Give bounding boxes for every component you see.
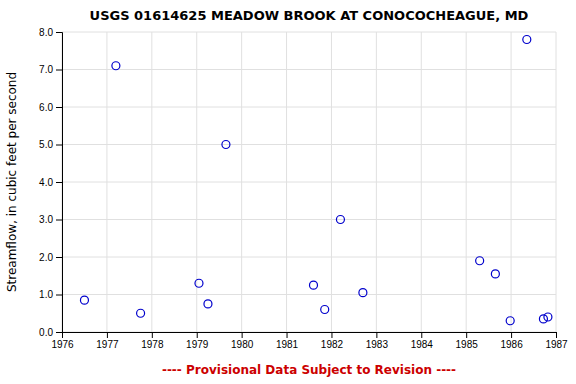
tick: 1979: [186, 332, 209, 350]
tick-mark: [56, 332, 62, 333]
tick-mark: [107, 332, 108, 338]
tick-label: 6.0: [39, 102, 53, 113]
point: [137, 309, 145, 317]
axis-line: [56, 33, 63, 333]
tick: 8.0: [39, 27, 62, 38]
tick-label: 7.0: [39, 64, 53, 75]
tick-mark: [421, 332, 422, 338]
tick-label: 1982: [321, 339, 344, 350]
point: [112, 62, 120, 70]
tick: 1977: [96, 332, 119, 350]
tick-mark: [466, 332, 467, 338]
axis-line: [63, 333, 557, 339]
point: [523, 36, 531, 44]
tick: 7.0: [39, 64, 62, 75]
chart: 1976 1977 1978 1979 1980 1981 1982 1983 1984 1985…: [0, 0, 576, 384]
tick: 0.0: [39, 327, 62, 338]
tick-label: 1984: [411, 339, 434, 350]
tick-label: 1981: [276, 339, 299, 350]
grid-line: [62, 32, 556, 33]
tick-label: 0.0: [39, 327, 53, 338]
tick: 1987: [545, 332, 568, 350]
annotation: ---- Provisional Data Subject to Revisio…: [162, 363, 456, 377]
tick-label: 4.0: [39, 177, 53, 188]
tick: 4.0: [39, 177, 62, 188]
tick: 5.0: [39, 139, 62, 150]
plot-area: 1976 1977 1978 1979 1980 1981 1982 1983 1984 1985…: [39, 27, 568, 350]
tick-label: 1980: [231, 339, 254, 350]
point: [309, 281, 317, 289]
tick: 1982: [321, 332, 344, 350]
tick-label: 2.0: [39, 252, 53, 263]
tick: 1978: [141, 332, 164, 350]
tick-mark: [556, 332, 557, 338]
grid-line: [62, 294, 556, 295]
tick-label: 1979: [186, 339, 209, 350]
point: [476, 257, 484, 265]
grid-line: [62, 219, 556, 220]
tick-label: 1977: [96, 339, 119, 350]
tick: 1980: [231, 332, 254, 350]
tick-mark: [56, 107, 62, 108]
tick-mark: [197, 332, 198, 338]
tick: 1984: [411, 332, 434, 350]
point: [80, 296, 88, 304]
tick: 6.0: [39, 102, 62, 113]
tick: 1986: [500, 332, 523, 350]
tick-mark: [331, 332, 332, 338]
tick-mark: [56, 145, 62, 146]
tick-mark: [56, 32, 62, 33]
point: [195, 279, 203, 287]
tick-label: 3.0: [39, 214, 53, 225]
grid-line: [62, 107, 556, 108]
tick-mark: [287, 332, 288, 338]
y-axis-title: Streamflow, in cubic feet per second: [5, 72, 19, 292]
tick-label: 1976: [51, 339, 74, 350]
point: [321, 306, 329, 314]
title: USGS 01614625 MEADOW BROOK AT CONOCOCHEA…: [90, 8, 529, 23]
tick: 2.0: [39, 252, 62, 263]
points: [80, 36, 551, 325]
point: [336, 216, 344, 224]
tick-mark: [376, 332, 377, 338]
point: [222, 141, 230, 149]
grid-line: [62, 69, 556, 70]
tick-label: 1987: [545, 339, 568, 350]
point: [204, 300, 212, 308]
tick-mark: [56, 257, 62, 258]
point: [359, 289, 367, 297]
tick: 1981: [276, 332, 299, 350]
tick: 1976: [51, 332, 74, 350]
tick-mark: [511, 332, 512, 338]
grid-line: [62, 182, 556, 183]
tick: 1.0: [39, 289, 62, 300]
tick-label: 1985: [456, 339, 479, 350]
point: [506, 317, 514, 325]
tick: 3.0: [39, 214, 62, 225]
point: [544, 313, 552, 321]
tick-mark: [242, 332, 243, 338]
point: [491, 270, 499, 278]
tick-mark: [56, 295, 62, 296]
grid-line: [62, 144, 556, 145]
tick-label: 1.0: [39, 289, 53, 300]
tick-mark: [152, 332, 153, 338]
tick-label: 8.0: [39, 27, 53, 38]
x-axis: 1976 1977 1978 1979 1980 1981 1982 1983 1984 1985…: [51, 332, 568, 350]
tick-mark: [56, 182, 62, 183]
tick: 1983: [366, 332, 389, 350]
grid: [62, 32, 556, 332]
tick: 1985: [456, 332, 479, 350]
tick-label: 1983: [366, 339, 389, 350]
tick-mark: [56, 70, 62, 71]
tick-label: 1986: [500, 339, 523, 350]
tick-label: 5.0: [39, 139, 53, 150]
tick-label: 1978: [141, 339, 164, 350]
y-axis: 0.0 1.0 2.0 3.0 4.0 5.0 6.0 7.0 8.0: [39, 27, 62, 338]
tick-mark: [56, 220, 62, 221]
